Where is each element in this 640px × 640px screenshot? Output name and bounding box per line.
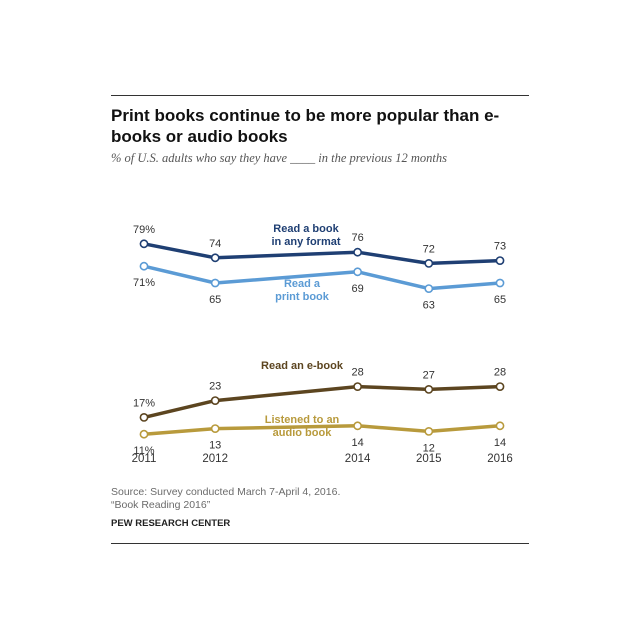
data-label-print-2014: 69 (351, 283, 363, 295)
data-point-audio-2015 (424, 426, 434, 436)
data-point-print-2016 (495, 278, 505, 288)
data-point-ebook-2015 (424, 384, 434, 394)
chart-subtitle: % of U.S. adults who say they have ____ … (111, 151, 447, 165)
data-label-audio-2014: 14 (351, 437, 363, 449)
bottom-rule (111, 543, 529, 544)
data-label-ebook-2016: 28 (494, 367, 506, 379)
data-point-any-2015 (424, 258, 434, 268)
series-label-print-line-2: print book (275, 291, 330, 303)
data-label-ebook-2012: 23 (209, 381, 221, 393)
data-label-ebook-2011: 17% (133, 397, 155, 409)
data-point-print-2011 (139, 261, 149, 271)
data-point-audio-2014 (353, 421, 362, 431)
series-label-any-line-2: in any format (271, 236, 340, 248)
data-point-audio-2011 (139, 429, 149, 439)
data-label-print-2016: 65 (494, 294, 506, 306)
data-point-print-2014 (353, 267, 362, 277)
source-line-2: “Book Reading 2016” (111, 499, 211, 511)
data-label-print-2012: 65 (209, 294, 221, 306)
data-label-any-2014: 76 (351, 232, 363, 244)
data-point-print-2015 (424, 284, 434, 293)
data-label-print-2015: 63 (423, 300, 435, 312)
data-label-any-2012: 74 (209, 238, 221, 250)
data-label-print-2011: 71% (133, 277, 155, 289)
x-tick-label-2014: 2014 (345, 453, 371, 465)
x-tick-label-2015: 2015 (416, 453, 442, 465)
data-point-ebook-2016 (495, 382, 505, 391)
data-point-any-2011 (139, 239, 149, 249)
source-line-1: Source: Survey conducted March 7-April 4… (111, 486, 341, 498)
data-point-any-2012 (210, 253, 220, 263)
data-label-audio-2011: 11% (133, 445, 154, 457)
series-label-audio-line-2: audio book (273, 427, 333, 439)
data-label-audio-2015: 12 (423, 442, 435, 454)
data-point-audio-2016 (495, 421, 505, 431)
data-point-print-2012 (210, 278, 220, 288)
data-point-ebook-2014 (353, 382, 362, 391)
x-tick-label-2016: 2016 (487, 453, 513, 465)
x-tick-label-2012: 2012 (202, 453, 228, 465)
data-label-ebook-2015: 27 (423, 369, 435, 381)
data-label-any-2011: 79% (133, 224, 155, 236)
series-label-print-line-1: Read a (284, 278, 321, 290)
top-rule (111, 95, 529, 96)
data-label-any-2016: 73 (494, 241, 506, 253)
series-label-audio-line-1: Listened to an (265, 414, 340, 426)
source-note: Source: Survey conducted March 7-April 4… (111, 486, 531, 512)
data-point-ebook-2011 (139, 412, 149, 422)
data-label-ebook-2014: 28 (351, 367, 363, 379)
x-tick-label-2011: 2011 (132, 453, 157, 465)
data-point-audio-2012 (210, 424, 220, 433)
chart-title: Print books continue to be more popular … (111, 106, 500, 146)
data-point-ebook-2012 (210, 396, 220, 405)
series-line-print (142, 264, 502, 291)
data-point-any-2016 (495, 256, 505, 265)
series-line-ebook (142, 384, 502, 420)
series-label-ebook-line-1: Read an e-book (261, 360, 344, 372)
data-label-audio-2012: 13 (209, 440, 221, 452)
data-point-any-2014 (353, 247, 362, 257)
credit-label: PEW RESEARCH CENTER (111, 518, 231, 529)
data-label-audio-2016: 14 (494, 437, 506, 449)
data-label-any-2015: 72 (423, 243, 435, 255)
series-label-any-line-1: Read a book (273, 223, 339, 235)
